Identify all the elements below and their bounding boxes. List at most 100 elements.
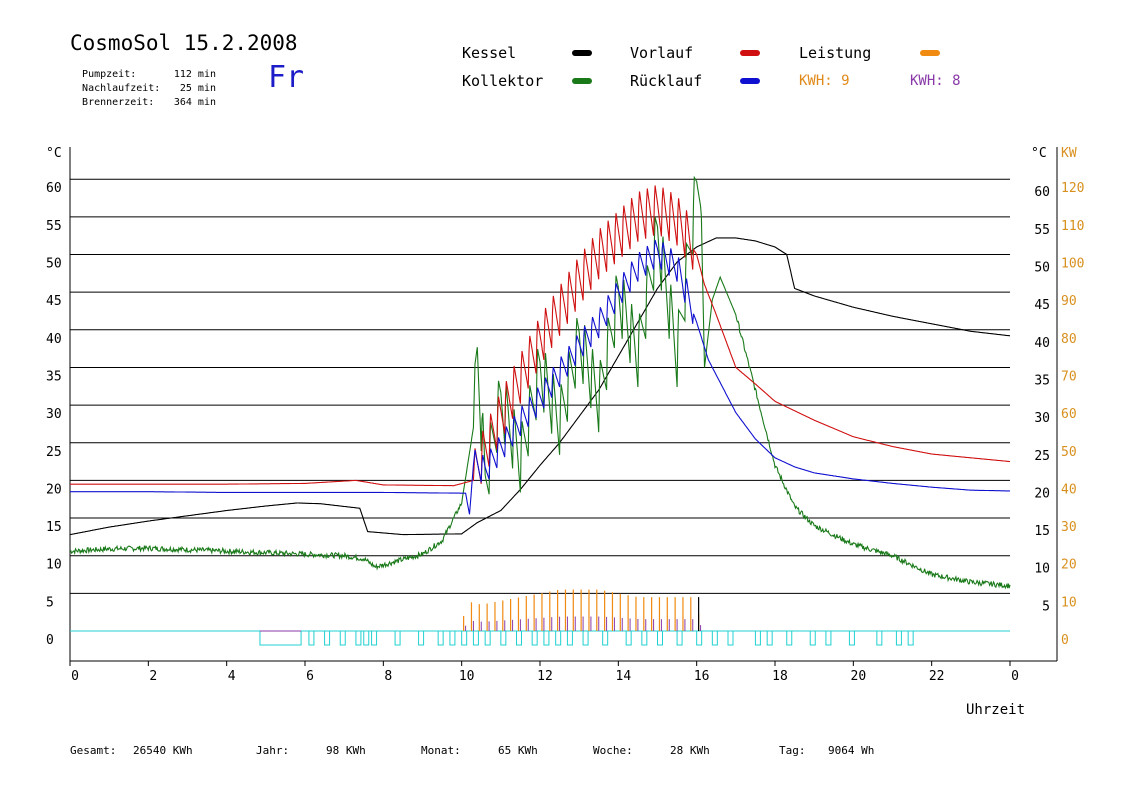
pump-pulse bbox=[472, 630, 479, 646]
pump-pulse bbox=[371, 630, 378, 646]
series-kollektor bbox=[69, 175, 1011, 590]
pump-pulse bbox=[566, 630, 573, 646]
pump-pulse bbox=[809, 630, 816, 646]
y-axis-label-power: KW bbox=[1061, 146, 1077, 161]
x-tick-label: 16 bbox=[694, 669, 710, 684]
pump-pulse bbox=[339, 630, 346, 646]
y-tick-right: 5 bbox=[1042, 599, 1050, 614]
legend-kessel-swatch bbox=[572, 50, 592, 56]
y-tick-power: 100 bbox=[1061, 257, 1084, 272]
brennerzeit-row: Brennerzeit: 364 min bbox=[70, 86, 216, 108]
ticks: 0510152025303540455055605101520253035404… bbox=[46, 181, 1084, 684]
legend-leistung-label: Leistung bbox=[799, 44, 872, 62]
y-axis-label-left: °C bbox=[46, 146, 62, 161]
footer-tag-value: 9064 Wh bbox=[828, 744, 875, 757]
y-axis-label-right: °C bbox=[1031, 146, 1047, 161]
nachlaufzeit-label: Nachlaufzeit: bbox=[82, 83, 161, 94]
footer-jahr-value: 98 KWh bbox=[326, 744, 366, 757]
legend-kollektor-label: Kollektor bbox=[462, 72, 544, 90]
pump-pulse bbox=[437, 630, 444, 646]
y-tick-power: 70 bbox=[1061, 369, 1077, 384]
y-tick-right: 30 bbox=[1034, 411, 1050, 426]
footer-woche-value: 28 KWh bbox=[670, 744, 710, 757]
y-tick-left: 10 bbox=[46, 558, 62, 573]
series-ruecklauf bbox=[70, 239, 1010, 515]
y-tick-power: 40 bbox=[1061, 482, 1077, 497]
y-tick-left: 50 bbox=[46, 257, 62, 272]
brennerzeit-label: Brennerzeit: bbox=[82, 97, 155, 108]
x-tick-label: 22 bbox=[929, 669, 945, 684]
y-tick-power: 20 bbox=[1061, 558, 1077, 573]
footer-monat-value: 65 KWh bbox=[498, 744, 538, 757]
y-tick-right: 40 bbox=[1034, 336, 1050, 351]
legend-vorlauf-swatch bbox=[740, 50, 760, 56]
pump-pulse bbox=[727, 630, 734, 646]
pumpzeit-value: 112 min bbox=[173, 69, 216, 80]
weekday-label: Fr bbox=[268, 60, 305, 95]
series-leistung bbox=[463, 589, 702, 631]
pump-pulse bbox=[418, 630, 425, 646]
y-tick-left: 60 bbox=[46, 181, 62, 196]
pump-pulse bbox=[641, 630, 648, 646]
pump-pulse bbox=[394, 630, 401, 646]
legend-kollektor-swatch bbox=[572, 78, 592, 84]
legend-kessel-label: Kessel bbox=[462, 44, 517, 62]
pump-pulse bbox=[825, 630, 832, 646]
y-tick-power: 90 bbox=[1061, 294, 1077, 309]
y-tick-right: 10 bbox=[1034, 562, 1050, 577]
legend-ruecklauf-label: Rücklauf bbox=[630, 72, 703, 90]
y-tick-left: 20 bbox=[46, 482, 62, 497]
y-tick-left: 25 bbox=[46, 445, 62, 460]
y-tick-left: 45 bbox=[46, 294, 62, 309]
pump-pulse bbox=[516, 630, 522, 646]
y-tick-right: 50 bbox=[1034, 261, 1050, 276]
y-tick-right: 15 bbox=[1034, 524, 1050, 539]
y-tick-left: 15 bbox=[46, 520, 62, 535]
footer-gesamt-label: Gesamt: bbox=[70, 744, 117, 757]
pump-pulse bbox=[711, 630, 718, 646]
pump-pulse bbox=[696, 630, 703, 646]
y-tick-right: 20 bbox=[1034, 486, 1050, 501]
pump-pulse bbox=[676, 630, 683, 646]
pump-pulse bbox=[484, 630, 491, 646]
x-tick-label: 12 bbox=[537, 669, 553, 684]
x-tick-label: 0 bbox=[1011, 669, 1019, 684]
pump-pulse bbox=[355, 630, 362, 646]
pump-pulse bbox=[324, 630, 331, 646]
x-tick-label: 6 bbox=[306, 669, 314, 684]
pump-pulse bbox=[602, 630, 609, 646]
x-axis-label: Uhrzeit bbox=[966, 702, 1025, 718]
y-tick-left: 55 bbox=[46, 219, 62, 234]
legend-leistung-swatch bbox=[920, 50, 940, 56]
x-tick-label: 18 bbox=[772, 669, 788, 684]
footer-monat-label: Monat: bbox=[421, 744, 461, 757]
temperature-chart: °C °C KW Uhrzeit 05101520253035404550556… bbox=[46, 146, 1084, 718]
kwh-leistung-value: KWH: 9 bbox=[799, 73, 850, 89]
y-tick-power: 30 bbox=[1061, 520, 1077, 535]
pump-pulse bbox=[449, 630, 456, 646]
pump-activity bbox=[70, 630, 1010, 646]
pump-pulse bbox=[848, 630, 855, 646]
y-tick-right: 35 bbox=[1034, 373, 1050, 388]
pump-pulse bbox=[461, 630, 468, 646]
grid bbox=[70, 178, 1010, 594]
x-tick-label: 20 bbox=[851, 669, 867, 684]
y-tick-right: 45 bbox=[1034, 298, 1050, 313]
y-tick-left: 5 bbox=[46, 595, 54, 610]
footer-tag-label: Tag: bbox=[779, 744, 806, 757]
y-tick-power: 120 bbox=[1061, 181, 1084, 196]
pump-pulse bbox=[907, 630, 914, 646]
x-tick-label: 2 bbox=[149, 669, 157, 684]
pump-pulse bbox=[555, 630, 562, 646]
legend-ruecklauf-swatch bbox=[740, 78, 760, 84]
pump-pulse bbox=[876, 630, 883, 646]
chart-title: CosmoSol 15.2.2008 bbox=[70, 31, 298, 55]
y-tick-power: 10 bbox=[1061, 595, 1077, 610]
pump-pulse bbox=[786, 630, 793, 646]
y-tick-left: 0 bbox=[46, 633, 54, 648]
kwh-purple-value: KWH: 8 bbox=[910, 73, 961, 89]
y-tick-right: 60 bbox=[1034, 185, 1050, 200]
y-tick-power: 50 bbox=[1061, 445, 1077, 460]
legend-vorlauf-label: Vorlauf bbox=[630, 44, 694, 62]
pump-pulse bbox=[754, 630, 761, 646]
